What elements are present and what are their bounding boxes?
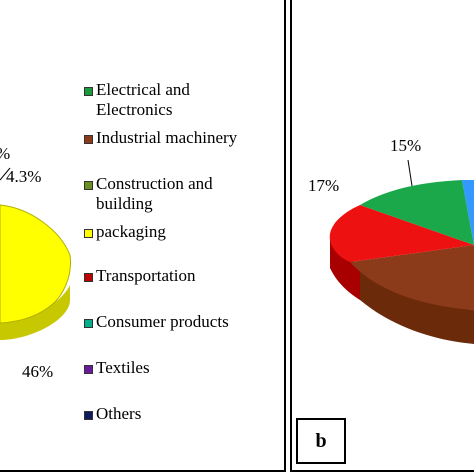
legend-label-industrial: Industrial machinery	[96, 128, 238, 147]
legend-swatch-packaging	[84, 229, 93, 238]
legend-label-textiles: Textiles	[96, 358, 150, 377]
pie-chart-b	[329, 159, 474, 344]
legend-item-transportation: Transportation	[84, 266, 196, 286]
legend-swatch-construction	[84, 181, 93, 190]
pie-chart-a	[0, 167, 71, 340]
panel-b-border	[290, 0, 474, 472]
panel-b-letter: b	[296, 418, 346, 464]
pie-b-slice-transportation	[329, 205, 474, 262]
legend-label-consumer: Consumer products	[96, 312, 229, 331]
legend-item-electrical: Electrical and Electronics	[84, 80, 190, 120]
legend-swatch-others	[84, 411, 93, 420]
pie-a-label-others: 4.3%	[6, 167, 42, 186]
legend-swatch-transportation	[84, 273, 93, 282]
legend-item-others: Others	[84, 404, 142, 424]
pie-b-label-consumer: 15%	[390, 136, 422, 155]
legend-label-construction-line2: building	[96, 194, 153, 213]
legend-item-construction: Construction and building	[84, 174, 213, 214]
legend-item-industrial: Industrial machinery	[84, 128, 238, 148]
legend-label-construction-line1: Construction and	[96, 174, 213, 193]
pie-b-slice-industrial	[350, 245, 474, 310]
pie-b-slice-consumer	[360, 180, 474, 245]
panel-a-border	[0, 0, 286, 472]
legend-label-packaging: packaging	[96, 222, 166, 241]
pie-a-slice-packaging-side	[0, 285, 70, 340]
legend-label-electrical-line2: Electronics	[96, 100, 173, 119]
pie-a-slice-packaging	[0, 204, 71, 324]
legend-swatch-textiles	[84, 365, 93, 374]
pie-b-label-transportation: 17%	[308, 176, 340, 195]
legend-swatch-consumer	[84, 319, 93, 328]
legend-label-others: Others	[96, 404, 142, 423]
pie-a-label-cut: %	[0, 144, 10, 164]
legend-item-consumer: Consumer products	[84, 312, 229, 332]
legend-label-electrical-line1: Electrical and	[96, 80, 190, 99]
pie-b-slice-others	[462, 180, 474, 245]
legend-swatch-industrial	[84, 135, 93, 144]
legend-item-textiles: Textiles	[84, 358, 150, 378]
pie-a-label-packaging: 46%	[22, 362, 54, 381]
legend-item-packaging: packaging	[84, 222, 166, 242]
legend-swatch-electrical	[84, 87, 93, 96]
pie-b-leader-line	[407, 159, 413, 187]
pie-a-leader-line	[0, 167, 11, 181]
legend-label-transportation: Transportation	[96, 266, 196, 285]
